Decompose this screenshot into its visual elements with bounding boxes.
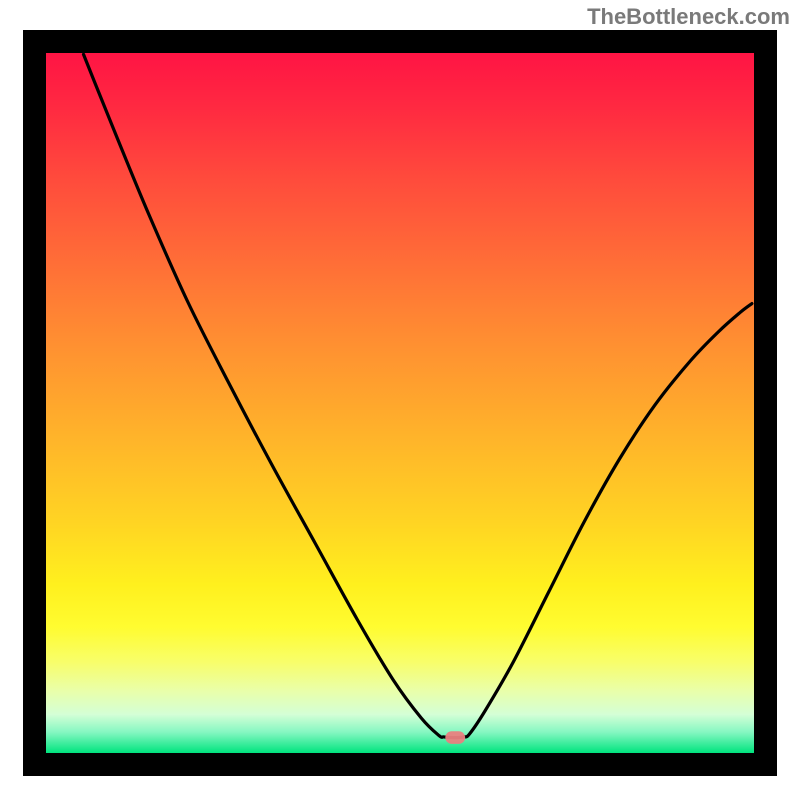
bottleneck-chart: TheBottleneck.com [0,0,800,800]
optimal-marker [445,731,465,744]
gradient-background [46,53,754,753]
watermark-text: TheBottleneck.com [587,4,790,29]
